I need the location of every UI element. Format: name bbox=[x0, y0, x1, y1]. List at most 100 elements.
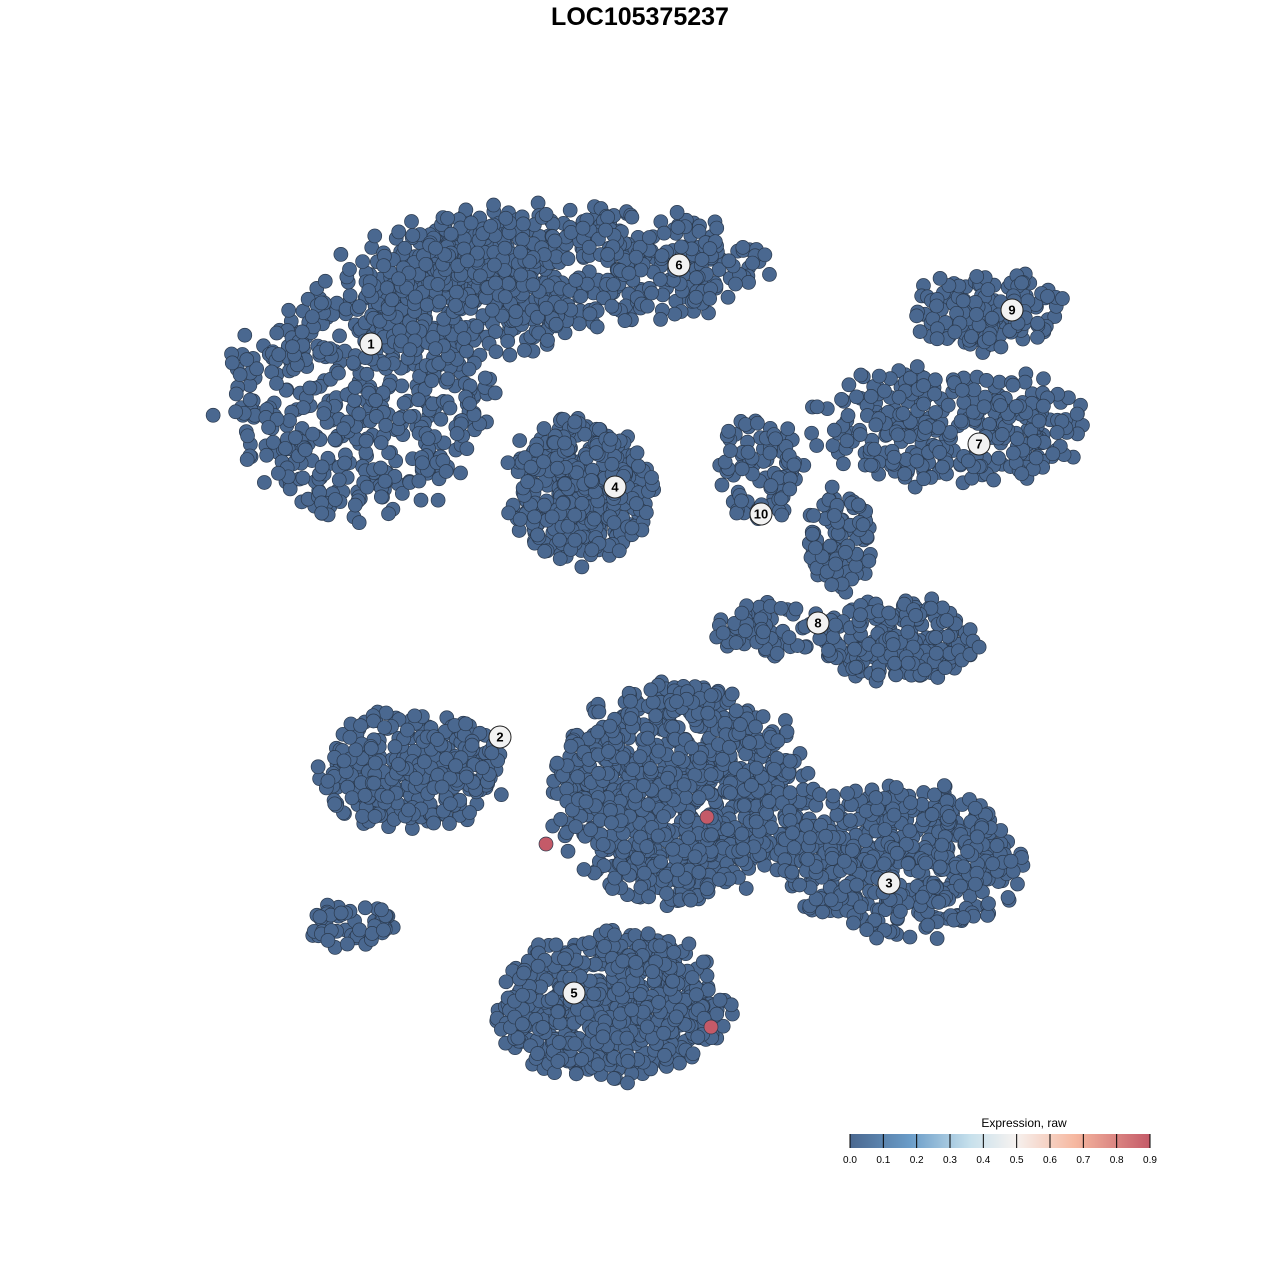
data-point bbox=[699, 881, 715, 897]
data-point bbox=[818, 828, 834, 844]
data-point bbox=[411, 473, 427, 489]
data-point bbox=[577, 426, 593, 442]
data-point bbox=[704, 827, 719, 843]
data-point bbox=[430, 277, 446, 292]
data-point bbox=[549, 460, 565, 476]
data-point bbox=[443, 226, 459, 242]
data-point bbox=[969, 829, 985, 845]
data-point bbox=[836, 456, 851, 472]
data-point bbox=[802, 830, 818, 846]
data-point bbox=[419, 297, 435, 313]
data-point bbox=[825, 438, 841, 453]
data-point bbox=[761, 794, 777, 809]
data-point bbox=[295, 470, 311, 486]
data-point bbox=[734, 605, 750, 621]
data-point bbox=[269, 376, 284, 391]
data-point bbox=[402, 409, 418, 424]
data-point bbox=[782, 785, 798, 800]
data-point bbox=[586, 511, 602, 527]
data-point bbox=[650, 828, 666, 844]
data-point bbox=[603, 803, 618, 818]
data-point bbox=[408, 771, 424, 786]
chart-title: LOC105375237 bbox=[551, 3, 729, 31]
data-point bbox=[429, 732, 445, 747]
data-point bbox=[351, 406, 367, 422]
data-point bbox=[377, 720, 392, 735]
data-point bbox=[689, 987, 704, 1003]
data-point bbox=[941, 809, 957, 824]
data-point bbox=[603, 431, 619, 447]
data-point bbox=[631, 458, 646, 474]
data-point bbox=[828, 617, 843, 633]
data-point bbox=[574, 496, 590, 511]
data-point bbox=[553, 299, 569, 315]
data-point bbox=[1026, 434, 1042, 449]
data-point bbox=[399, 280, 415, 296]
data-point bbox=[332, 328, 347, 344]
data-point bbox=[756, 624, 771, 640]
data-point bbox=[327, 492, 343, 507]
data-point bbox=[939, 612, 955, 628]
data-point bbox=[688, 270, 704, 286]
data-point bbox=[440, 210, 455, 226]
data-point bbox=[550, 1004, 566, 1020]
data-point bbox=[645, 964, 660, 980]
data-point bbox=[331, 365, 346, 381]
data-point bbox=[316, 406, 332, 422]
data-point bbox=[643, 682, 659, 698]
data-point bbox=[373, 489, 389, 505]
data-point bbox=[570, 769, 585, 785]
data-point bbox=[497, 289, 513, 305]
data-point bbox=[993, 339, 1009, 355]
data-point bbox=[639, 505, 654, 520]
data-point bbox=[347, 380, 363, 395]
data-point bbox=[357, 788, 373, 803]
data-point bbox=[909, 359, 925, 374]
data-point bbox=[522, 254, 538, 269]
data-point bbox=[914, 889, 930, 905]
data-point bbox=[1055, 291, 1070, 306]
data-point bbox=[971, 639, 987, 655]
data-point bbox=[501, 505, 516, 521]
data-point bbox=[994, 427, 1010, 442]
data-point bbox=[413, 492, 429, 508]
data-point bbox=[373, 435, 389, 451]
data-point bbox=[331, 472, 347, 488]
data-point bbox=[548, 316, 564, 332]
data-point bbox=[552, 532, 567, 548]
data-point bbox=[834, 392, 849, 407]
data-point bbox=[405, 320, 421, 336]
data-point bbox=[477, 370, 493, 386]
data-point bbox=[837, 853, 852, 869]
data-point bbox=[825, 788, 841, 804]
data-point bbox=[665, 719, 681, 735]
data-point bbox=[666, 945, 682, 960]
data-point bbox=[567, 532, 583, 548]
data-point bbox=[1069, 406, 1085, 422]
data-point bbox=[703, 688, 719, 703]
data-point bbox=[449, 426, 465, 441]
data-point bbox=[426, 815, 442, 831]
data-point bbox=[400, 722, 415, 738]
data-point bbox=[929, 331, 945, 347]
data-point bbox=[586, 986, 602, 1002]
data-point bbox=[529, 442, 544, 458]
data-point bbox=[991, 450, 1006, 466]
data-point bbox=[567, 414, 583, 430]
data-point bbox=[678, 790, 694, 805]
data-point bbox=[568, 1066, 584, 1082]
data-point bbox=[617, 839, 632, 855]
data-point bbox=[839, 433, 855, 449]
data-point bbox=[584, 542, 600, 558]
data-point bbox=[297, 442, 313, 458]
data-point bbox=[205, 407, 221, 423]
data-point bbox=[665, 973, 681, 989]
data-point bbox=[812, 787, 827, 802]
data-point bbox=[461, 361, 477, 377]
data-point bbox=[728, 635, 744, 651]
data-point bbox=[625, 762, 641, 777]
data-point bbox=[770, 733, 786, 749]
data-point bbox=[670, 862, 685, 878]
data-point bbox=[766, 762, 782, 777]
data-point bbox=[271, 465, 286, 481]
